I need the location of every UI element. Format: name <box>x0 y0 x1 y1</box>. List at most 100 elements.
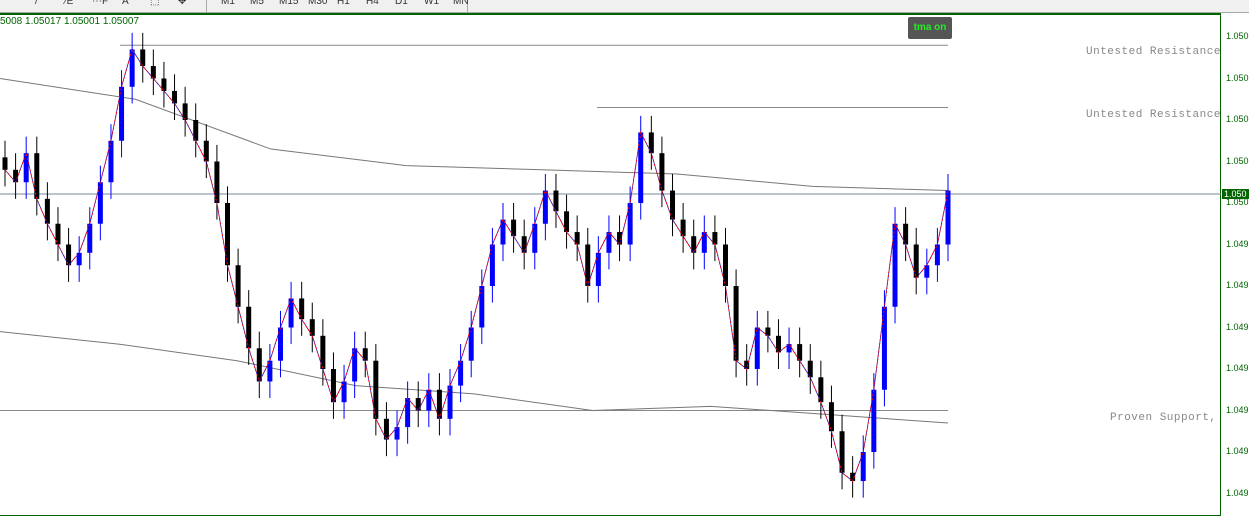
candle-body <box>150 66 156 79</box>
axis-tick-label: 1.050 <box>1226 31 1249 41</box>
candle-body <box>76 252 82 266</box>
candle-body <box>203 140 209 162</box>
candle-body <box>182 103 188 120</box>
candle-body <box>839 431 845 473</box>
candle-body <box>256 348 262 382</box>
candle-body <box>818 377 824 403</box>
candle-body <box>288 298 294 328</box>
candle-body <box>119 86 125 141</box>
candle-body <box>458 360 464 386</box>
candle-body <box>945 190 951 245</box>
candle-body <box>129 49 135 87</box>
candle-body <box>447 385 453 419</box>
price-plot <box>0 32 1221 498</box>
candle-body <box>585 244 591 286</box>
candle-body <box>542 190 548 224</box>
candle-body <box>394 427 400 440</box>
candle-body <box>934 244 940 266</box>
candle-body <box>44 198 50 224</box>
candle-body <box>23 153 29 183</box>
candle-body <box>299 298 305 320</box>
axis-tick-label: 1.049 <box>1226 238 1249 249</box>
candle-body <box>235 265 241 307</box>
timeframe-h4[interactable]: H4 <box>366 0 379 7</box>
timeframe-m15[interactable]: M15 <box>279 0 299 7</box>
ohlc-readout: 5008 1.05017 1.05001 1.05007 <box>0 16 140 27</box>
timeframe-m5[interactable]: M5 <box>250 0 264 7</box>
candle-body <box>871 389 877 452</box>
candle-body <box>267 360 273 382</box>
timeframe-m30[interactable]: M30 <box>308 0 328 7</box>
candle-body <box>574 232 580 245</box>
label-tool-icon[interactable]: ⬚ <box>150 0 160 7</box>
candle-body <box>638 132 644 203</box>
chart-area[interactable] <box>0 13 1221 516</box>
candle-body <box>775 335 781 353</box>
candle-body <box>701 232 707 253</box>
candle-body <box>97 182 103 224</box>
candle-body <box>860 452 866 482</box>
candle-body <box>320 335 326 369</box>
tma-badge[interactable]: tma on <box>908 17 952 39</box>
candle-body <box>246 306 252 349</box>
timeframe-bar: M1 M5 M15 M30 H1 H4 D1 W1 MN <box>206 0 469 12</box>
axis-tick-label: 1.049 <box>1226 487 1249 498</box>
candle-body <box>2 157 8 170</box>
candle-body <box>521 236 527 253</box>
candle-body <box>659 153 665 191</box>
level-label: Untested Resistance <box>1086 108 1221 121</box>
candle-body <box>87 223 93 253</box>
candle-body <box>479 286 485 328</box>
candle-body <box>383 418 389 440</box>
candle-body <box>415 398 421 411</box>
candle-body <box>330 369 336 403</box>
candle-body <box>627 203 633 245</box>
timeframe-d1[interactable]: D1 <box>395 0 408 7</box>
candle-body <box>489 244 495 286</box>
candle-body <box>55 223 61 245</box>
candle-body <box>500 219 506 245</box>
candle-body <box>225 203 231 266</box>
current-price-label: 1.050 <box>1222 189 1249 199</box>
fibo-fan-icon[interactable]: ⋯F <box>92 0 109 7</box>
axis-tick-label: 1.050 <box>1226 155 1249 166</box>
candle-body <box>744 360 750 369</box>
candle-body <box>140 49 146 67</box>
timeframe-w1[interactable]: W1 <box>424 0 439 7</box>
text-tool-icon[interactable]: A <box>122 0 129 7</box>
candle-body <box>892 223 898 307</box>
tma-dashed-line <box>4 48 949 482</box>
candle-body <box>797 344 803 361</box>
level-label: Proven Support, <box>1110 411 1217 424</box>
candle-body <box>193 120 199 141</box>
candle-body <box>722 244 728 286</box>
timeframe-mn[interactable]: MN <box>453 0 469 7</box>
candle-body <box>617 232 623 245</box>
line-tool-icon[interactable]: / <box>35 0 38 7</box>
candle-body <box>352 348 358 382</box>
fibo-tool-icon[interactable]: ⁄E <box>65 0 74 7</box>
candle-body <box>172 90 178 104</box>
candle-body <box>595 252 601 286</box>
candle-body <box>108 140 114 183</box>
candle-body <box>670 190 676 220</box>
axis-tick-label: 1.049 <box>1226 363 1249 373</box>
axis-tick-label: 1.049 <box>1226 280 1249 290</box>
ma-upper-line <box>0 78 949 192</box>
timeframe-m1[interactable]: M1 <box>221 0 235 7</box>
candle-body <box>553 190 559 212</box>
toolbar: / ⁄E ⋯F A ⬚ ✥ M1 M5 M15 M30 H1 H4 D1 W1 MN <box>0 0 1249 13</box>
candle-body <box>648 132 654 154</box>
arrow-tool-icon[interactable]: ✥ <box>178 0 187 7</box>
axis-tick-label: 1.050 <box>1226 72 1249 83</box>
candle-body <box>34 153 40 199</box>
candle-body <box>913 244 919 278</box>
level-label: Untested Resistance <box>1086 46 1221 59</box>
candle-body <box>309 319 315 336</box>
candle-body <box>850 472 856 482</box>
candle-body <box>532 223 538 253</box>
axis-tick-label: 1.050 <box>1226 114 1249 124</box>
timeframe-h1[interactable]: H1 <box>337 0 350 7</box>
tma-line <box>4 48 949 482</box>
candle-body <box>66 244 72 266</box>
